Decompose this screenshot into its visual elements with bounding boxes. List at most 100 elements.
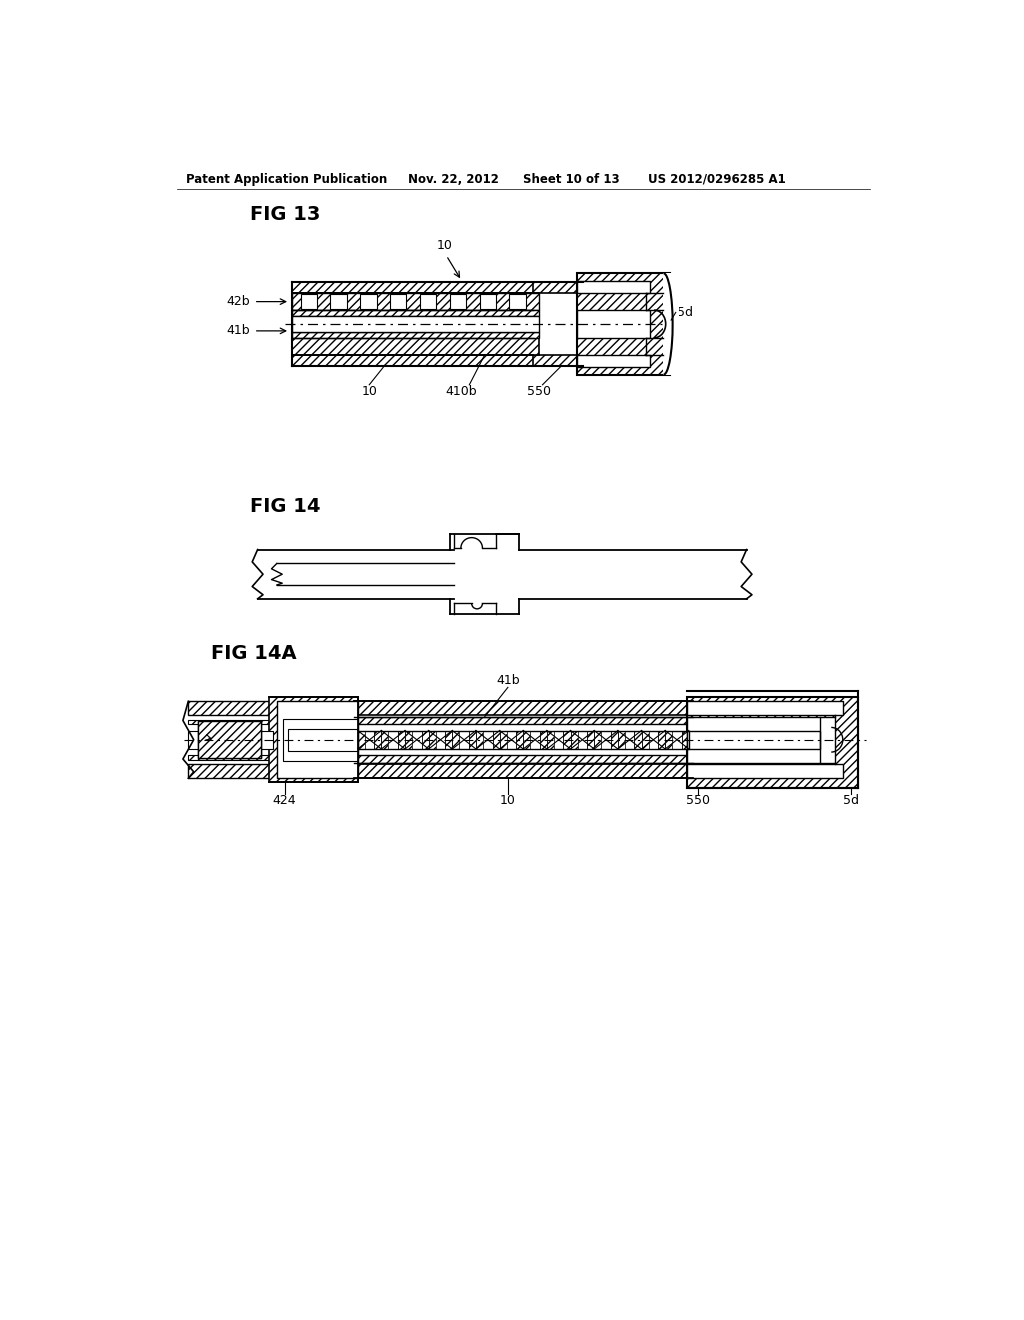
Bar <box>188 764 273 779</box>
Bar <box>292 293 539 310</box>
Bar <box>188 755 273 760</box>
Bar <box>188 719 273 725</box>
Bar <box>289 729 357 751</box>
Bar <box>381 730 388 748</box>
Bar <box>578 355 650 367</box>
Bar <box>641 730 648 748</box>
Bar <box>530 730 540 748</box>
Text: 550: 550 <box>526 385 551 397</box>
Bar <box>686 701 843 715</box>
Bar <box>388 730 398 748</box>
Text: FIG 14: FIG 14 <box>250 498 321 516</box>
Bar <box>672 730 682 748</box>
Bar <box>460 730 469 748</box>
Text: Nov. 22, 2012: Nov. 22, 2012 <box>408 173 499 186</box>
Bar <box>422 730 429 748</box>
Bar <box>578 310 650 338</box>
Bar <box>354 701 692 715</box>
Bar <box>682 730 689 748</box>
Bar <box>398 730 406 748</box>
Bar <box>445 730 453 748</box>
Bar <box>500 730 507 748</box>
Bar <box>547 730 554 748</box>
Bar <box>357 730 365 748</box>
Bar <box>357 730 689 748</box>
Bar <box>509 294 525 309</box>
Bar <box>276 701 357 779</box>
Bar <box>412 730 422 748</box>
Bar <box>540 730 547 748</box>
Text: 10: 10 <box>437 239 453 252</box>
Bar <box>292 293 539 310</box>
Bar <box>469 730 476 748</box>
Bar <box>300 294 316 309</box>
Text: 10: 10 <box>361 385 377 397</box>
Text: US 2012/0296285 A1: US 2012/0296285 A1 <box>648 173 785 186</box>
Bar <box>292 282 585 293</box>
Text: 10: 10 <box>500 795 516 808</box>
Text: 5d: 5d <box>843 795 858 808</box>
Bar <box>686 717 836 763</box>
Bar <box>354 717 692 725</box>
Bar <box>610 730 617 748</box>
Text: 550: 550 <box>686 795 710 808</box>
Bar <box>198 721 261 758</box>
Bar <box>292 317 539 331</box>
Text: FIG 13: FIG 13 <box>250 205 321 224</box>
Bar <box>292 310 539 317</box>
Bar <box>269 697 357 781</box>
Bar <box>686 697 858 788</box>
Bar <box>493 730 500 748</box>
Bar <box>331 294 347 309</box>
Bar <box>453 730 460 748</box>
Text: FIG 14A: FIG 14A <box>211 644 297 663</box>
Bar <box>507 730 516 748</box>
Bar <box>483 730 493 748</box>
Bar <box>664 273 679 375</box>
Bar <box>354 755 692 763</box>
Bar <box>563 730 570 748</box>
Bar <box>617 730 625 748</box>
Bar <box>420 294 436 309</box>
Bar <box>594 730 601 748</box>
Bar <box>601 730 610 748</box>
Text: 424: 424 <box>272 795 296 808</box>
Bar <box>283 719 357 760</box>
Text: 410b: 410b <box>445 385 477 397</box>
Bar <box>374 730 381 748</box>
Text: 42b: 42b <box>226 296 250 308</box>
Bar <box>198 721 261 758</box>
Bar <box>479 294 496 309</box>
Bar <box>523 730 530 748</box>
Bar <box>578 281 650 293</box>
Text: 41b: 41b <box>226 325 250 338</box>
Text: 8: 8 <box>202 730 209 742</box>
Bar <box>686 764 843 779</box>
Bar <box>587 730 594 748</box>
Bar <box>292 331 539 338</box>
Bar <box>390 294 407 309</box>
Text: Patent Application Publication: Patent Application Publication <box>186 173 387 186</box>
Bar <box>406 730 412 748</box>
Bar <box>666 730 672 748</box>
Bar <box>450 294 466 309</box>
Bar <box>578 273 670 375</box>
Text: Sheet 10 of 13: Sheet 10 of 13 <box>523 173 620 186</box>
Bar <box>188 730 273 748</box>
Bar <box>658 730 666 748</box>
Bar <box>354 764 692 779</box>
Bar <box>365 730 374 748</box>
Bar <box>625 730 635 748</box>
Bar <box>648 730 658 748</box>
Bar <box>292 338 539 355</box>
Bar <box>635 730 641 748</box>
Bar <box>686 730 819 748</box>
Bar <box>436 730 445 748</box>
Bar <box>570 730 578 748</box>
Bar <box>360 294 377 309</box>
Bar <box>292 355 585 366</box>
Bar <box>476 730 483 748</box>
Bar <box>578 730 587 748</box>
Bar <box>188 701 273 715</box>
Bar <box>516 730 523 748</box>
